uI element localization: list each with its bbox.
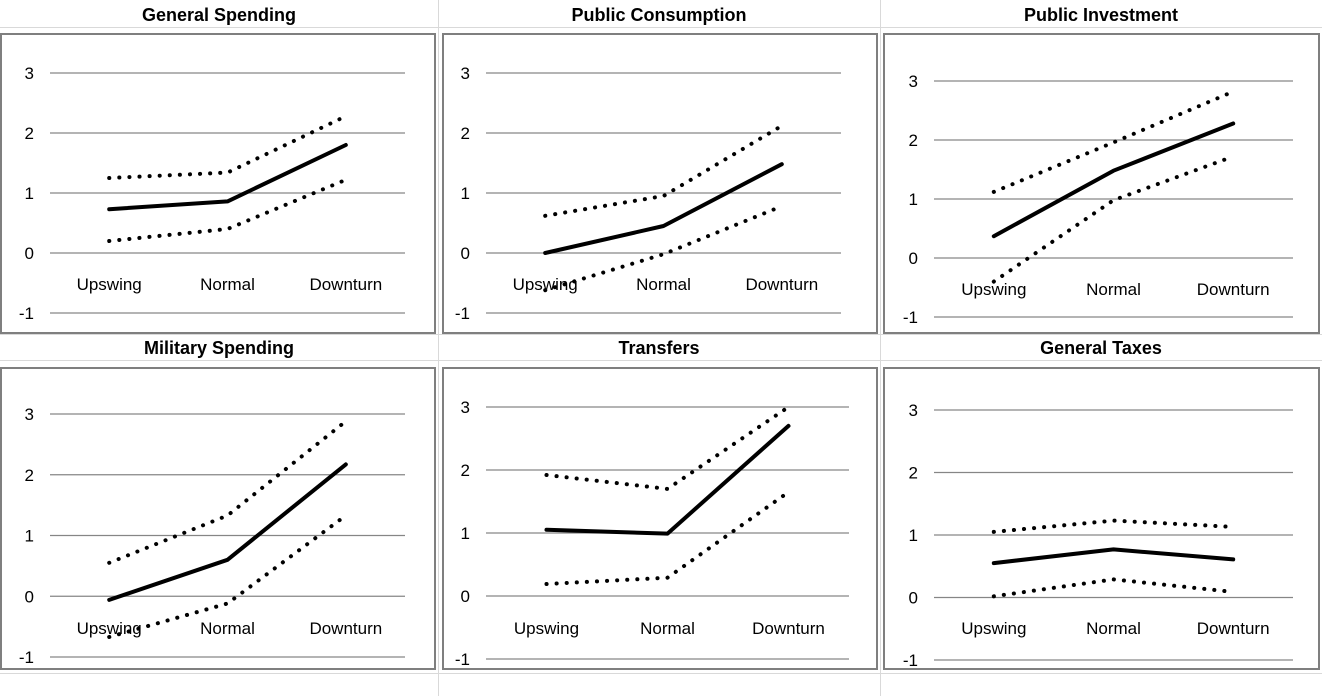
x-tick-label: Upswing <box>77 619 142 638</box>
y-tick-label: 0 <box>461 244 470 263</box>
estimate-line <box>991 547 1236 566</box>
x-tick-label: Normal <box>636 275 691 294</box>
y-tick-label: 1 <box>25 527 34 546</box>
x-tick-label: Downturn <box>309 619 382 638</box>
confidence-band-line <box>991 89 1236 194</box>
chart-panel-public-consumption: 3 2 1 0 -1 Upswing Normal Downturn <box>442 33 878 334</box>
x-tick-label: Downturn <box>309 275 382 294</box>
sheet-gridline <box>0 360 1322 361</box>
y-tick-label: -1 <box>19 648 34 667</box>
estimate-line <box>991 121 1236 239</box>
chart-panel-transfers: 3 2 1 0 -1 Upswing Normal Downturn <box>442 367 878 670</box>
chart-title: General Spending <box>141 5 297 25</box>
y-tick-label: -1 <box>19 304 34 323</box>
y-tick-label: 2 <box>25 466 34 485</box>
y-tick-label: 1 <box>909 526 918 545</box>
y-tick-label: 3 <box>25 64 34 83</box>
x-tick-label: Downturn <box>1197 280 1270 299</box>
y-tick-label: -1 <box>455 650 470 669</box>
y-tick-label: 3 <box>461 64 470 83</box>
confidence-band-line <box>544 405 791 491</box>
y-tick-label: 3 <box>909 401 918 420</box>
y-tick-label: 2 <box>461 124 470 143</box>
chart-svg: 3 2 1 0 -1 Upswing Normal Downturn <box>19 405 405 667</box>
sheet-gridline <box>0 334 1322 335</box>
chart-svg: 3 2 1 0 -1 Upswing Normal Downturn <box>903 72 1293 327</box>
y-tick-label: 1 <box>461 524 470 543</box>
y-tick-label: 2 <box>461 461 470 480</box>
chart-panel-public-investment: 3 2 1 0 -1 Upswing Normal Downturn <box>883 33 1320 334</box>
confidence-band-line <box>991 518 1236 534</box>
y-tick-label: 1 <box>909 190 918 209</box>
x-tick-label: Normal <box>1086 280 1141 299</box>
confidence-band-line <box>107 114 348 180</box>
chart-svg: 3 2 1 0 -1 Upswing Normal Downturn <box>19 64 405 323</box>
sheet-gridline <box>0 673 1322 674</box>
x-tick-label: Upswing <box>513 275 578 294</box>
x-tick-label: Normal <box>1086 619 1141 638</box>
y-tick-label: 0 <box>25 587 34 606</box>
x-tick-label: Normal <box>200 619 255 638</box>
confidence-band-line <box>543 123 784 218</box>
y-tick-label: 3 <box>25 405 34 424</box>
chart-svg: 3 2 1 0 -1 Upswing Normal Downturn <box>455 64 841 323</box>
chart-title: Transfers <box>618 338 700 358</box>
x-tick-label: Upswing <box>961 619 1026 638</box>
y-tick-label: 2 <box>909 464 918 483</box>
y-tick-label: 3 <box>461 398 470 417</box>
x-tick-label: Normal <box>200 275 255 294</box>
y-tick-label: 2 <box>909 131 918 150</box>
confidence-band-line <box>544 490 791 586</box>
y-tick-label: -1 <box>903 651 918 670</box>
x-tick-label: Downturn <box>752 619 825 638</box>
estimate-line <box>107 143 348 212</box>
x-tick-label: Downturn <box>745 275 818 294</box>
sheet-gridline <box>880 0 881 696</box>
y-tick-label: 0 <box>461 587 470 606</box>
chart-title: Military Spending <box>143 338 294 358</box>
y-tick-label: 0 <box>909 249 918 268</box>
x-tick-label: Normal <box>640 619 695 638</box>
x-tick-label: Upswing <box>77 275 142 294</box>
confidence-band-line <box>107 513 348 639</box>
x-tick-label: Upswing <box>961 280 1026 299</box>
confidence-band-line <box>543 204 784 293</box>
y-tick-label: 2 <box>25 124 34 143</box>
chart-title: Public Consumption <box>571 5 747 25</box>
x-tick-label: Downturn <box>1197 619 1270 638</box>
y-tick-label: 0 <box>909 589 918 608</box>
y-tick-label: 1 <box>461 184 470 203</box>
y-tick-label: 3 <box>909 72 918 91</box>
chart-title: General Taxes <box>1040 338 1162 358</box>
y-tick-label: 1 <box>25 184 34 203</box>
confidence-band-line <box>107 419 348 565</box>
chart-svg: 3 2 1 0 -1 Upswing Normal Downturn <box>455 398 849 669</box>
chart-title: Public Investment <box>1023 5 1179 25</box>
y-tick-label: -1 <box>903 308 918 327</box>
confidence-band-line <box>107 177 348 243</box>
sheet-gridline <box>0 27 1322 28</box>
estimate-line <box>107 462 348 602</box>
estimate-line <box>543 162 784 255</box>
confidence-band-line <box>991 577 1236 599</box>
sheet-gridline <box>438 0 439 696</box>
chart-svg: 3 2 1 0 -1 Upswing Normal Downturn <box>903 401 1293 670</box>
y-tick-label: 0 <box>25 244 34 263</box>
x-tick-label: Upswing <box>514 619 579 638</box>
estimate-line <box>544 423 791 536</box>
chart-panel-general-spending: 3 2 1 0 -1 Upswing Normal Downturn <box>0 33 436 334</box>
chart-panel-general-taxes: 3 2 1 0 -1 Upswing Normal Downturn <box>883 367 1320 670</box>
chart-panel-military-spending: 3 2 1 0 -1 Upswing Normal Downturn <box>0 367 436 670</box>
y-tick-label: -1 <box>455 304 470 323</box>
